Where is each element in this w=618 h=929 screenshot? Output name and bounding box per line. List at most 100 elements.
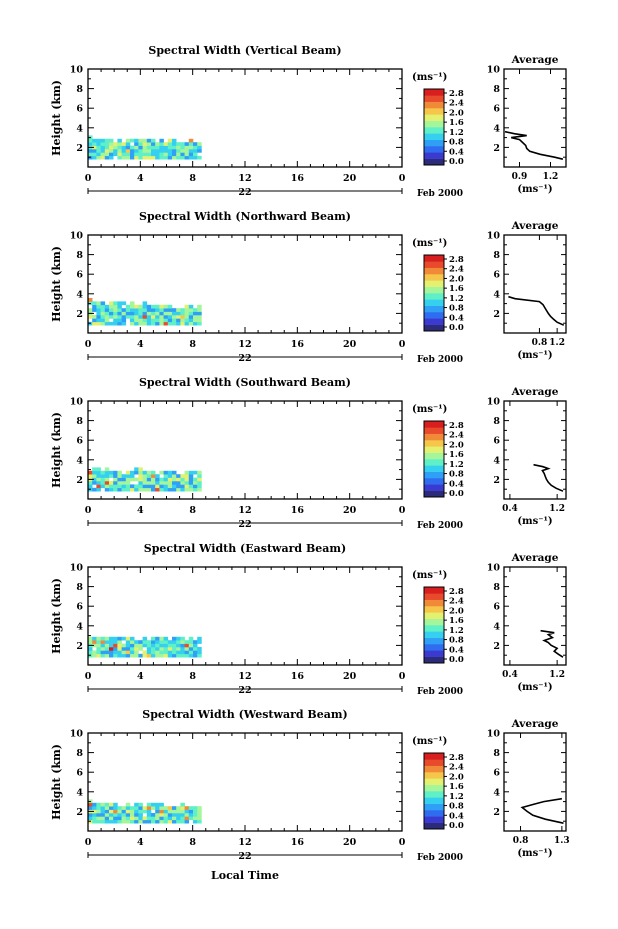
heatmap-cell (138, 142, 143, 146)
heatmap-cell (151, 806, 156, 810)
heatmap-cell (96, 301, 101, 306)
heatmap-cell (134, 138, 139, 143)
heatmap-cell (138, 311, 143, 316)
heatmap-cell (96, 308, 101, 312)
heatmap-cell (113, 806, 118, 810)
heatmap-cell (176, 636, 181, 641)
heatmap-cell (121, 318, 127, 323)
heatmap-cell (104, 138, 110, 143)
heatmap-cell (92, 301, 97, 306)
heatmap-cell (151, 315, 156, 319)
y-axis-title: Height (km) (50, 578, 63, 654)
colorbar-swatch (424, 293, 444, 300)
heatmap-cell (92, 470, 97, 475)
heatmap-cell (138, 809, 143, 814)
heatmap-cell (193, 816, 198, 821)
colorbar-swatch (424, 101, 444, 109)
heatmap-cell (109, 653, 114, 658)
heatmap-cell (188, 138, 194, 143)
heatmap-cell (188, 809, 194, 814)
y-tick-label: 4 (76, 123, 83, 134)
colorbar-swatch (424, 261, 444, 268)
heatmap-cell (104, 311, 110, 316)
heatmap-cell (176, 809, 181, 814)
heatmap-cell (172, 653, 177, 658)
heatmap-cell (193, 650, 198, 655)
avg-y-tick-label: 2 (493, 807, 500, 818)
average-unit-label: (ms⁻¹) (517, 184, 552, 195)
heatmap-cell (113, 145, 118, 150)
heatmap-cell (188, 640, 194, 644)
heatmap-cell (142, 487, 148, 492)
panel-5: Spectral Width (Westward Beam)0 4 8 12 16 20 0… (50, 708, 570, 863)
heatmap-cell (176, 315, 181, 319)
heatmap-cell (134, 318, 139, 323)
heatmap-cell (117, 653, 122, 658)
heatmap-cell (109, 311, 114, 316)
panels-group: Spectral Width (Vertical Beam)0 4 8 12 16 20 0… (50, 44, 570, 863)
average-title: Average (511, 718, 559, 730)
heatmap-cell (188, 315, 194, 319)
heatmap-cell (125, 647, 131, 651)
avg-y-tick-label: 8 (493, 582, 500, 593)
heatmap-cell (167, 142, 173, 146)
heatmap-cell (125, 806, 131, 810)
x-tick-label: 0 (85, 671, 92, 682)
colorbar-swatch (424, 465, 444, 472)
heatmap-cell (125, 152, 131, 157)
heatmap-cell (96, 819, 101, 824)
heatmap-cell (96, 816, 101, 821)
heatmap-cell (104, 142, 110, 146)
heatmap-cell (130, 484, 135, 489)
heatmap-cell (113, 809, 118, 814)
x-tick-label: 16 (291, 173, 305, 184)
heatmap-cell (104, 474, 110, 478)
heatmap-cell (172, 647, 177, 651)
heatmap-cell (142, 640, 148, 644)
heatmap-cell (92, 650, 97, 655)
heatmap-cell (134, 813, 139, 817)
heatmap-cell (88, 474, 93, 478)
heatmap-cell (88, 816, 93, 821)
heatmap-cell (151, 318, 156, 323)
heatmap-cell (121, 301, 127, 306)
heatmap-cell (117, 315, 122, 319)
heatmap-cell (146, 643, 152, 648)
heatmap-cell (184, 481, 190, 485)
plot-frame (87, 400, 403, 500)
heatmap-cell (176, 152, 181, 157)
day-label: 22 (238, 685, 251, 696)
x-tick-label: 0 (399, 173, 406, 184)
heatmap-cell (130, 474, 135, 478)
heatmap-cell (134, 816, 139, 821)
heatmap-cell (172, 149, 177, 153)
heatmap-cell (184, 819, 190, 824)
heatmap-cell (176, 321, 181, 326)
date-label: Feb 2000 (417, 687, 463, 697)
average-title: Average (511, 552, 559, 564)
heatmap-cell (176, 311, 181, 316)
heatmap-cell (188, 650, 194, 655)
colorbar-swatch (424, 656, 444, 664)
avg-x-tick-label: 1.2 (549, 670, 565, 680)
heatmap-cell (134, 467, 139, 472)
heatmap-cell (130, 304, 135, 309)
heatmap-cell (184, 477, 190, 482)
heatmap-cell (167, 481, 173, 485)
heatmap-cell (130, 809, 135, 814)
heatmap-cell (117, 640, 122, 644)
date-label: Feb 2000 (417, 355, 463, 365)
heatmap-cell (121, 816, 127, 821)
panel-4: Spectral Width (Eastward Beam)0 4 8 12 16 20 0… (50, 542, 567, 697)
colorbar-tick-label: 2.0 (449, 606, 464, 616)
heatmap-cell (188, 484, 194, 489)
heatmap-cell (163, 816, 169, 821)
heatmap-cell (188, 816, 194, 821)
date-label: Feb 2000 (417, 853, 463, 863)
heatmap-cell (176, 142, 181, 146)
heatmap-cell (96, 318, 101, 323)
heatmap-cell (159, 149, 164, 153)
heatmap-cell (163, 149, 169, 153)
heatmap-cell (121, 474, 127, 478)
heatmap-cell (151, 149, 156, 153)
